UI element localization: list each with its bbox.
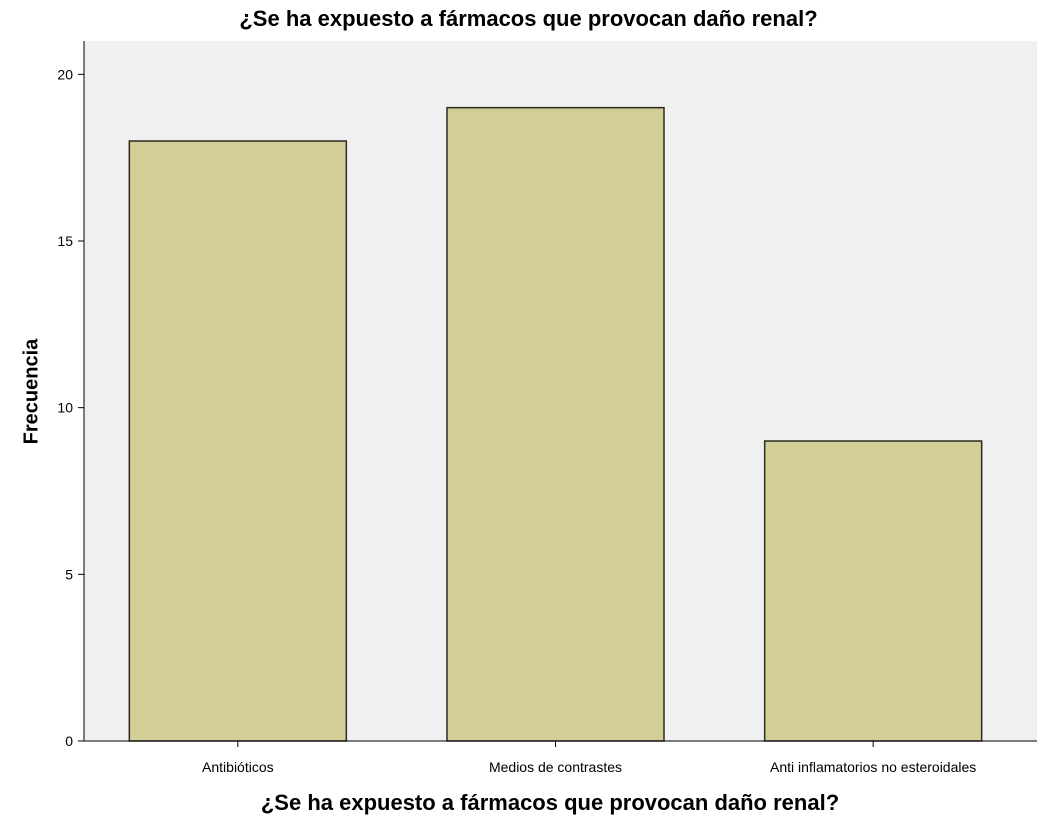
y-axis: 0 5 10 15 20: [57, 41, 85, 749]
y-axis-label: Frecuencia: [20, 338, 43, 445]
x-tick-label: Antibióticos: [202, 759, 274, 775]
bars-group: [128, 106, 983, 742]
y-tick-label: 0: [65, 733, 73, 749]
bar-0: [128, 140, 348, 742]
bar-1: [446, 106, 665, 742]
y-tick-label: 10: [57, 400, 73, 416]
y-tick-label: 20: [57, 66, 73, 82]
x-axis: Antibióticos Medios de contrastes Anti inf…: [84, 740, 1037, 775]
y-tick-label: 5: [65, 566, 73, 582]
chart-title: ¿Se ha expuesto a fármacos que provocan …: [239, 6, 818, 31]
x-axis-label: ¿Se ha expuesto a fármacos que provocan …: [260, 790, 840, 815]
bar-2: [763, 440, 983, 742]
y-tick-label: 15: [57, 233, 73, 249]
x-tick-label: Anti inflamatorios no esteroidales: [770, 759, 976, 775]
x-tick-label: Medios de contrastes: [489, 759, 622, 775]
